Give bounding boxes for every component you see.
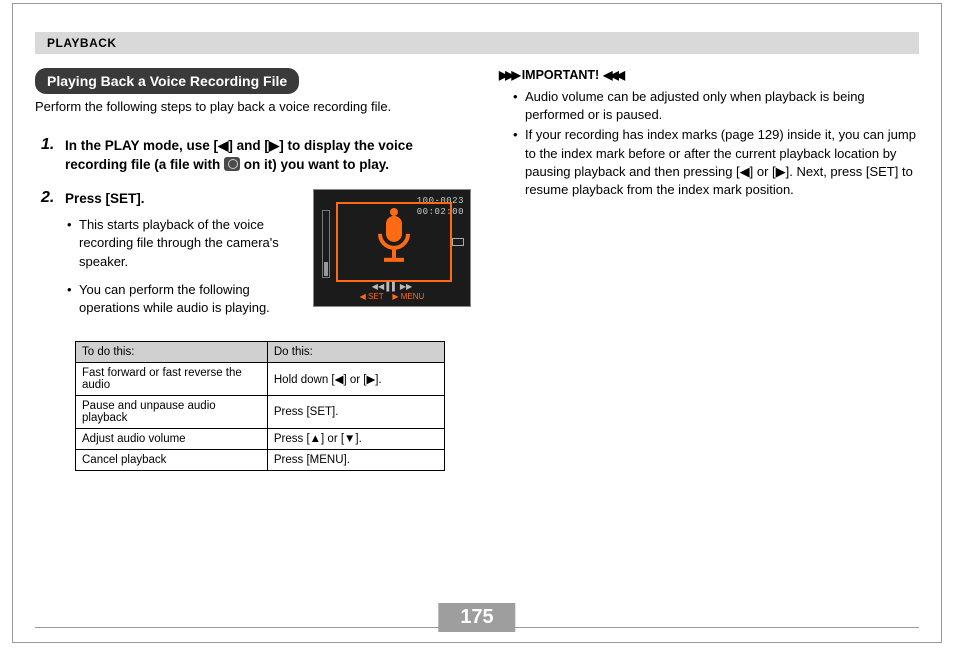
- lcd-right-arrow: ▶: [392, 292, 398, 301]
- left-column: Playing Back a Voice Recording File Perf…: [35, 68, 471, 471]
- step-2-number: 2.: [35, 189, 65, 328]
- page-footer: 175: [35, 627, 919, 628]
- step-1-text-b: on it) you want to play.: [244, 157, 389, 172]
- mic-file-icon: [224, 157, 240, 171]
- ops-header-right: Do this:: [267, 342, 444, 363]
- step-2-title: Press [SET].: [65, 189, 299, 209]
- section-header-bar: PLAYBACK: [35, 32, 919, 54]
- manual-page: PLAYBACK Playing Back a Voice Recording …: [12, 3, 942, 643]
- step-1-text: In the PLAY mode, use [◀] and [▶] to dis…: [65, 136, 471, 175]
- table-row: Adjust audio volume Press [▲] or [▼].: [76, 429, 445, 450]
- page-number: 175: [438, 603, 515, 632]
- topic-title-pill: Playing Back a Voice Recording File: [35, 68, 299, 94]
- ops-r2-a: Pause and unpause audio playback: [76, 396, 268, 429]
- ops-r3-a: Adjust audio volume: [76, 429, 268, 450]
- section-header-label: PLAYBACK: [35, 36, 117, 50]
- step-2: 2. Press [SET]. This starts playback of …: [35, 189, 471, 328]
- important-bullets: Audio volume can be adjusted only when p…: [499, 88, 919, 199]
- lcd-set-label: SET: [368, 292, 383, 301]
- step-1: 1. In the PLAY mode, use [◀] and [▶] to …: [35, 136, 471, 175]
- ops-r4-a: Cancel playback: [76, 450, 268, 471]
- ops-r4-b: Press [MENU].: [267, 450, 444, 471]
- important-marker-right-icon: ◀◀◀: [603, 68, 622, 82]
- ops-header-left: To do this:: [76, 342, 268, 363]
- table-row: Pause and unpause audio playback Press […: [76, 396, 445, 429]
- lcd-microphone-icon: [372, 212, 416, 264]
- step-2-bullet-1: This starts playback of the voice record…: [65, 216, 299, 271]
- lcd-battery-icon: [452, 238, 464, 246]
- lcd-level-meter: [322, 210, 330, 278]
- lcd-menu-label: MENU: [401, 292, 425, 301]
- table-row: Fast forward or fast reverse the audio H…: [76, 363, 445, 396]
- important-heading: ▶▶▶ IMPORTANT! ◀◀◀: [499, 68, 919, 82]
- ops-r1-a: Fast forward or fast reverse the audio: [76, 363, 268, 396]
- lcd-transport-row: ◀◀ ▌▌ ▶▶: [314, 282, 470, 292]
- important-marker-left-icon: ▶▶▶: [499, 68, 518, 82]
- step-2-bullets: This starts playback of the voice record…: [65, 216, 299, 317]
- camera-lcd-illustration: 100-0023 00:02:00: [313, 189, 471, 307]
- ops-r3-b: Press [▲] or [▼].: [267, 429, 444, 450]
- operations-table: To do this: Do this: Fast forward or fas…: [75, 341, 445, 471]
- lcd-frame: [336, 202, 452, 282]
- ops-r2-b: Press [SET].: [267, 396, 444, 429]
- important-label: IMPORTANT!: [522, 68, 600, 82]
- lcd-softkey-row: ◀ SET ▶ MENU: [314, 292, 470, 302]
- intro-text: Perform the following steps to play back…: [35, 98, 471, 116]
- lcd-left-arrow: ◀: [360, 292, 366, 301]
- step-1-number: 1.: [35, 136, 65, 175]
- right-column: ▶▶▶ IMPORTANT! ◀◀◀ Audio volume can be a…: [499, 68, 919, 471]
- table-row: Cancel playback Press [MENU].: [76, 450, 445, 471]
- ops-r1-b: Hold down [◀] or [▶].: [267, 363, 444, 396]
- important-bullet-2: If your recording has index marks (page …: [513, 126, 919, 199]
- step-2-bullet-2: You can perform the following operations…: [65, 281, 299, 317]
- important-bullet-1: Audio volume can be adjusted only when p…: [513, 88, 919, 124]
- content-columns: Playing Back a Voice Recording File Perf…: [35, 68, 919, 471]
- lcd-softkey-labels: ◀◀ ▌▌ ▶▶ ◀ SET ▶ MENU: [314, 282, 470, 301]
